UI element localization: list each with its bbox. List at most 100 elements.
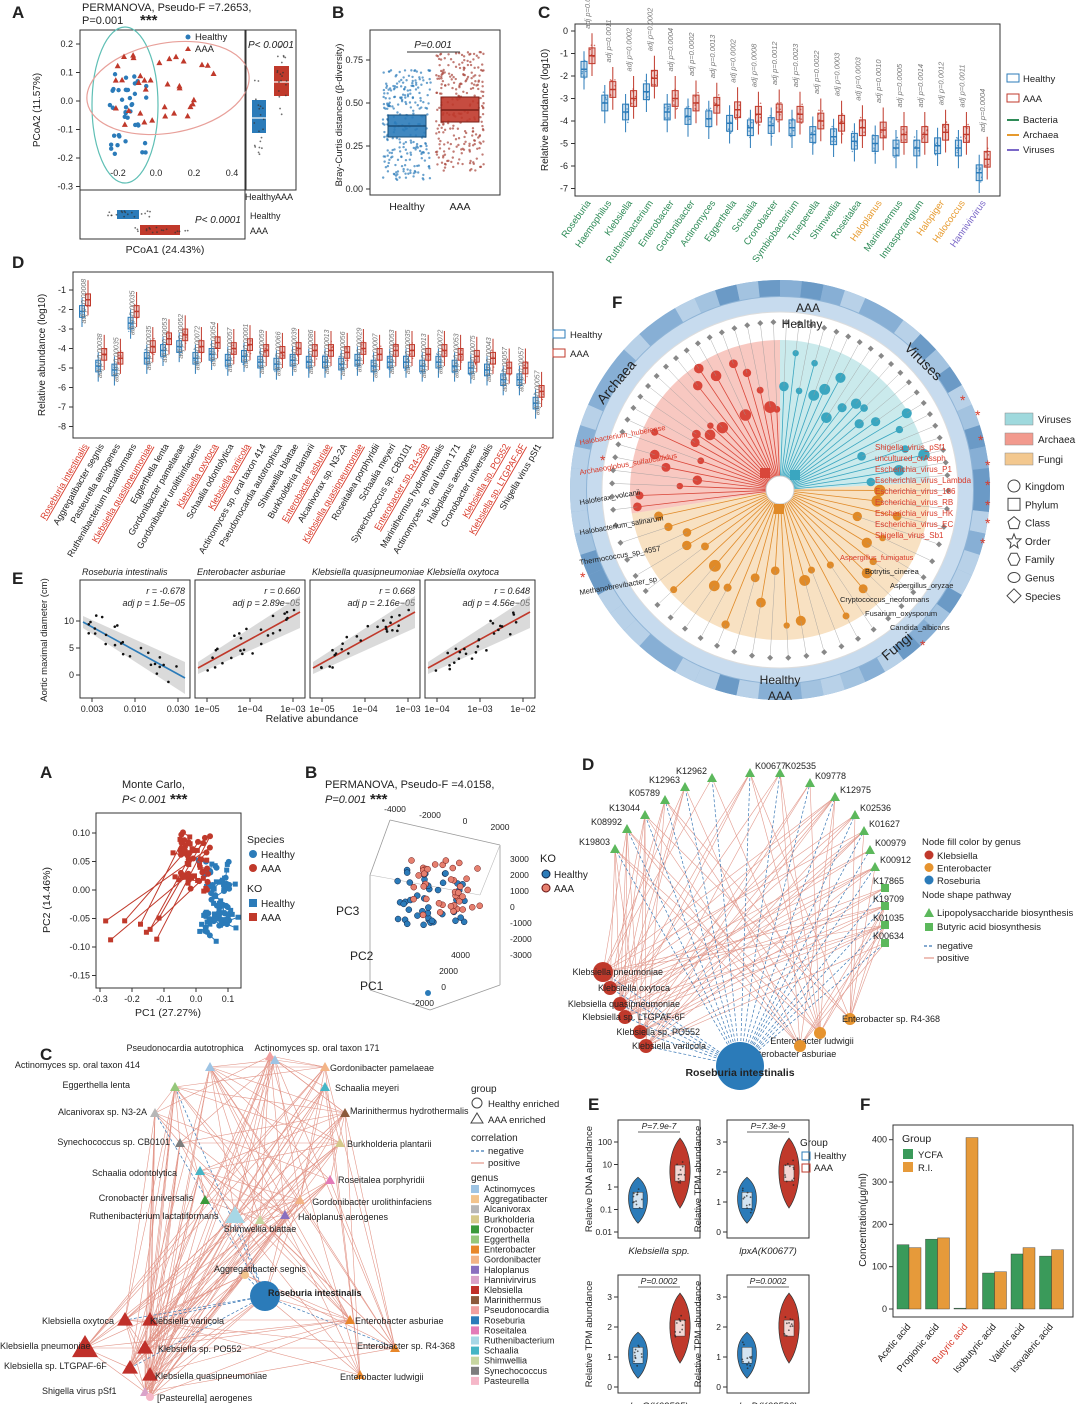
jitter-point bbox=[447, 147, 451, 150]
leaf-marker bbox=[855, 635, 862, 642]
legend-label: AAA bbox=[261, 913, 281, 924]
y-tick-label: 0.25 bbox=[345, 141, 363, 151]
jitter-point bbox=[129, 313, 131, 316]
leaf-link bbox=[906, 404, 922, 414]
leaf-link bbox=[873, 561, 912, 591]
jitter-point bbox=[390, 369, 392, 372]
network-edge bbox=[174, 1086, 206, 1201]
x-axis-label: Klebsiella spp. bbox=[628, 1246, 689, 1257]
phylum-node bbox=[760, 468, 770, 478]
jitter-point bbox=[276, 361, 278, 363]
jitter-point bbox=[439, 58, 443, 61]
jitter-point bbox=[99, 368, 101, 370]
y-tick-label: 200 bbox=[872, 1219, 887, 1229]
legend-label: Alcanivorax bbox=[484, 1204, 531, 1214]
network-edge bbox=[645, 830, 865, 1047]
jitter-point bbox=[814, 142, 816, 144]
jitter-point bbox=[386, 137, 389, 141]
data-point bbox=[492, 632, 496, 635]
ko-point bbox=[455, 889, 462, 896]
data-point bbox=[206, 669, 209, 672]
network-edge bbox=[324, 1066, 396, 1349]
jitter-point bbox=[454, 65, 458, 69]
panel-letter: F bbox=[860, 1095, 870, 1114]
leaf-link bbox=[862, 588, 887, 617]
tree-node bbox=[918, 449, 930, 461]
jitter-point bbox=[592, 55, 595, 58]
data-point bbox=[238, 632, 241, 635]
aaa-node bbox=[340, 1108, 350, 1117]
leaf-marker bbox=[867, 345, 874, 352]
network-edge bbox=[154, 1112, 266, 1297]
jitter-point bbox=[697, 91, 699, 94]
legend-label: Healthy bbox=[261, 850, 295, 861]
legend-marker bbox=[249, 913, 257, 921]
jitter-point bbox=[679, 1331, 681, 1334]
jitter-point bbox=[986, 150, 989, 152]
legend-label: Aggregatibacter bbox=[484, 1194, 548, 1204]
legend-swatch bbox=[471, 1275, 479, 1284]
ko-point bbox=[197, 928, 203, 934]
jitter-point bbox=[120, 350, 122, 352]
jitter-point bbox=[249, 352, 252, 355]
jitter-point bbox=[442, 123, 445, 126]
jitter-point bbox=[684, 1319, 686, 1322]
heat-cell bbox=[736, 679, 760, 699]
legend-title: Group bbox=[902, 1133, 931, 1145]
network-edge bbox=[149, 1319, 361, 1376]
jitter-point bbox=[412, 140, 415, 144]
ko-point bbox=[469, 904, 476, 911]
aaa-point bbox=[141, 118, 148, 125]
data-point bbox=[242, 648, 246, 652]
network-edge bbox=[849, 905, 886, 1020]
ko-point bbox=[218, 922, 224, 928]
x-axis-label: Relative abundance bbox=[266, 713, 359, 725]
jitter-point bbox=[436, 127, 439, 130]
y-tick-label: 0.0 bbox=[60, 96, 73, 106]
jitter-point bbox=[404, 368, 407, 370]
leaf-marker bbox=[942, 459, 949, 466]
network-edge bbox=[129, 1295, 266, 1369]
network-edge bbox=[819, 924, 886, 1034]
jitter-point bbox=[945, 121, 948, 123]
ko-point bbox=[184, 860, 190, 866]
data-point bbox=[214, 648, 218, 652]
healthy-point bbox=[129, 101, 135, 107]
p-value: P=0.001 bbox=[325, 794, 366, 806]
species-node bbox=[844, 1013, 856, 1025]
jitter-point bbox=[964, 125, 967, 128]
species-point bbox=[206, 916, 213, 923]
aaa-point bbox=[149, 117, 156, 123]
ko-point bbox=[436, 909, 444, 916]
network-edge bbox=[154, 1086, 176, 1114]
jitter-point bbox=[166, 343, 168, 345]
significance-star: * bbox=[600, 452, 606, 468]
jitter-point bbox=[784, 1174, 786, 1176]
legend-label: Order bbox=[1025, 537, 1051, 548]
bar-ri bbox=[937, 1237, 950, 1310]
adj-p-label: adj p=0.00066 bbox=[275, 331, 282, 376]
legend-marker bbox=[1006, 73, 1020, 83]
ko-node-lps bbox=[707, 773, 717, 782]
aaa-node bbox=[270, 1055, 280, 1064]
network-edge bbox=[639, 924, 886, 1033]
jitter-point bbox=[201, 351, 204, 354]
jitter-point bbox=[282, 71, 284, 74]
jitter-point bbox=[280, 61, 283, 64]
data-point bbox=[146, 651, 150, 655]
jitter-point bbox=[477, 80, 480, 83]
jitter-point bbox=[492, 366, 495, 368]
jitter-point bbox=[474, 364, 477, 366]
jitter-point bbox=[395, 73, 398, 77]
network-edge bbox=[609, 887, 886, 989]
x-axis-label: PCoA1 (24.43%) bbox=[126, 244, 205, 256]
significance-star: * bbox=[978, 432, 984, 448]
jitter-point bbox=[416, 146, 420, 149]
jitter-point bbox=[296, 346, 298, 349]
jitter-point bbox=[900, 133, 903, 136]
ko-point bbox=[197, 864, 203, 870]
jitter-point bbox=[395, 171, 398, 174]
data-point bbox=[385, 627, 388, 631]
adj-p-label: adj p=0.00053 bbox=[389, 329, 396, 374]
axis-tick-label: -2000 bbox=[419, 810, 441, 820]
